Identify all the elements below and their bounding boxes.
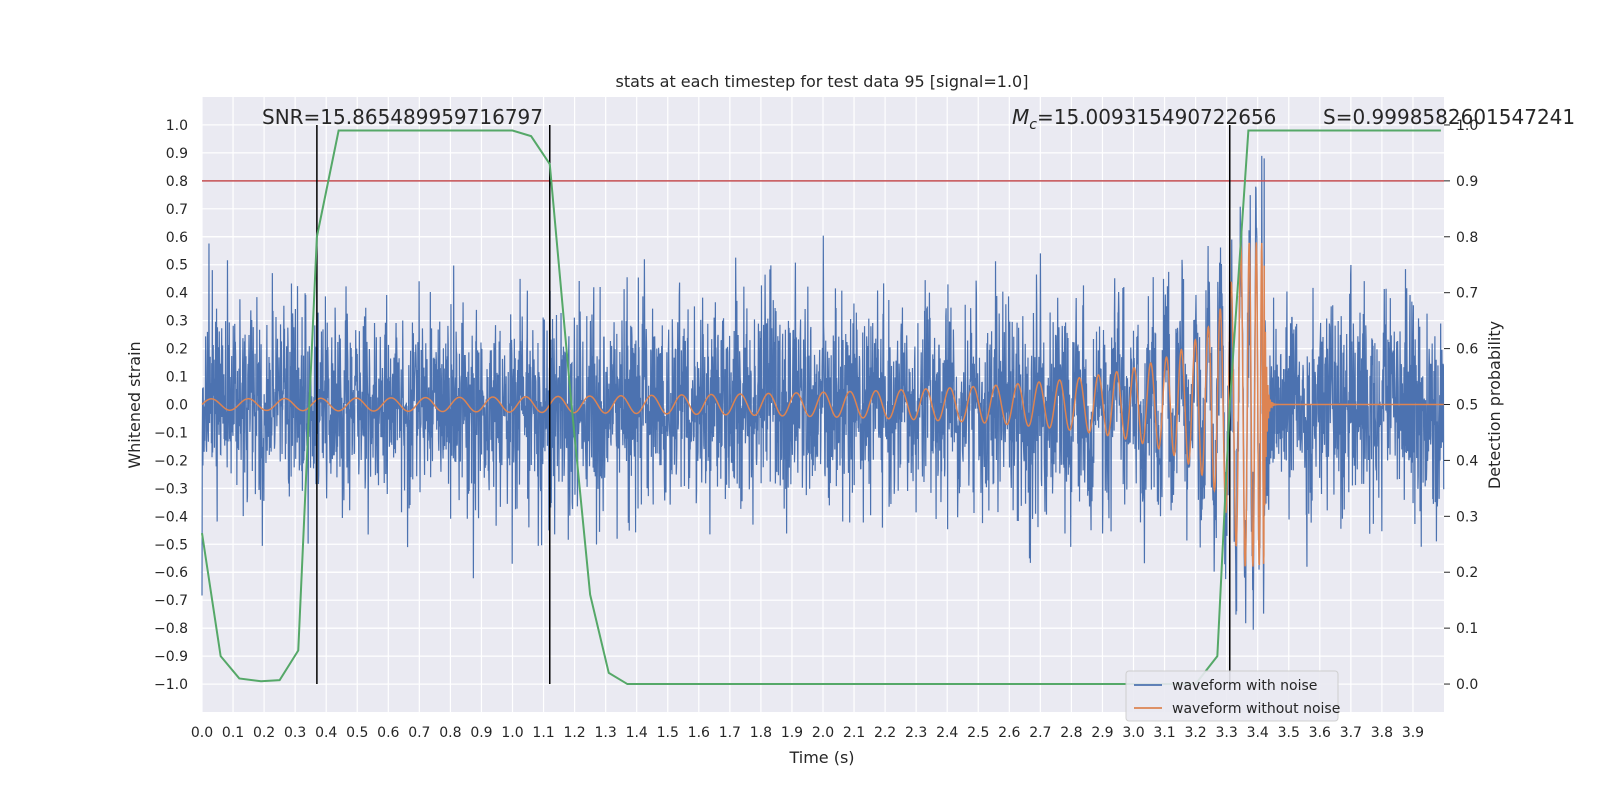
chart-title: stats at each timestep for test data 95 … (616, 72, 1029, 91)
x-tick-label: 2.1 (843, 725, 865, 741)
x-tick-label: 0.2 (253, 725, 275, 741)
y-left-tick-label: 1.0 (166, 118, 188, 134)
x-tick-label: 0.5 (346, 725, 368, 741)
chirp-mass-value: =15.009315490722656 (1037, 105, 1276, 129)
y-right-tick-label: 0.6 (1456, 342, 1478, 358)
chirp-mass-subscript: c (1029, 117, 1037, 133)
x-tick-label: 0.9 (470, 725, 492, 741)
y-left-tick-label: −1.0 (154, 677, 188, 693)
x-tick-label: 2.3 (905, 725, 927, 741)
y-right-tick-label: 0.7 (1456, 286, 1478, 302)
x-tick-label: 1.6 (688, 725, 710, 741)
y-right-tick-label: 0.2 (1456, 565, 1478, 581)
x-tick-label: 0.7 (408, 725, 430, 741)
y-right-tick-label: 0.9 (1456, 174, 1478, 190)
y-left-tick-label: −0.8 (154, 621, 188, 637)
chirp-mass-symbol: M (1012, 105, 1029, 129)
x-tick-label: 2.5 (967, 725, 989, 741)
y-right-tick-label: 0.5 (1456, 398, 1478, 414)
legend-label: waveform with noise (1172, 678, 1317, 694)
y-left-tick-label: 0.3 (166, 314, 188, 330)
y-left-tick-label: −0.6 (154, 565, 188, 581)
x-tick-label: 3.1 (1153, 725, 1175, 741)
y-left-tick-label: −0.2 (154, 453, 188, 469)
x-tick-label: 3.8 (1371, 725, 1393, 741)
y-right-tick-label: 0.3 (1456, 509, 1478, 525)
x-tick-label: 1.2 (563, 725, 585, 741)
x-tick-label: 3.6 (1309, 725, 1331, 741)
x-tick-label: 0.1 (222, 725, 244, 741)
y-left-tick-label: 0.1 (166, 370, 188, 386)
legend-box (1125, 670, 1339, 722)
y-left-tick-label: −0.9 (154, 649, 188, 665)
x-tick-label: 2.8 (1060, 725, 1082, 741)
y-left-tick-label: −0.4 (154, 509, 188, 525)
x-axis-label: Time (s) (788, 748, 854, 767)
y-left-tick-label: 0.4 (166, 286, 188, 302)
y-left-tick-label: 0.6 (166, 230, 188, 246)
x-tick-label: 3.3 (1216, 725, 1238, 741)
x-tick-label: 1.5 (657, 725, 679, 741)
x-tick-label: 3.2 (1184, 725, 1206, 741)
legend-label: waveform without noise (1172, 701, 1340, 717)
y-axis-right-label: Detection probability (1485, 321, 1504, 489)
x-tick-label: 1.1 (532, 725, 554, 741)
y-axis-left-label: Whitened strain (125, 341, 144, 468)
x-tick-label: 1.0 (501, 725, 523, 741)
y-left-tick-label: 0.0 (166, 398, 188, 414)
x-tick-label: 0.6 (377, 725, 399, 741)
y-right-tick-label: 0.1 (1456, 621, 1478, 637)
y-left-tick-label: 0.2 (166, 342, 188, 358)
y-left-tick-label: −0.7 (154, 593, 188, 609)
x-tick-label: 1.4 (626, 725, 648, 741)
x-tick-label: 1.9 (781, 725, 803, 741)
y-left-tick-label: −0.1 (154, 425, 188, 441)
legend: waveform with noise waveform without nois… (1125, 670, 1340, 722)
detection-probability-line (201, 129, 1441, 686)
x-tick-label: 1.7 (719, 725, 741, 741)
series-waveform-without-noise (201, 242, 1444, 567)
x-tick-label: 2.0 (812, 725, 834, 741)
x-tick-label: 3.9 (1402, 725, 1424, 741)
x-tick-label: 1.8 (750, 725, 772, 741)
x-tick-label: 0.3 (284, 725, 306, 741)
x-tick-label: 2.9 (1091, 725, 1113, 741)
waveform-without-noise-line (201, 242, 1444, 567)
snr-annotation: SNR=15.865489959716797 (262, 105, 543, 129)
x-tick-label: 0.4 (315, 725, 337, 741)
y-left-tick-label: −0.5 (154, 537, 188, 553)
x-tick-label: 3.4 (1247, 725, 1269, 741)
y-right-tick-label: 0.0 (1456, 677, 1478, 693)
y-axis-right-ticks: 1.0 0.9 0.8 0.7 0.6 0.5 0.4 0.3 0.2 0.1 0.0 (1444, 118, 1478, 693)
x-tick-label: 3.5 (1278, 725, 1300, 741)
x-tick-label: 0.0 (191, 725, 213, 741)
x-tick-label: 1.3 (595, 725, 617, 741)
x-tick-label: 0.8 (439, 725, 461, 741)
x-tick-label: 2.6 (998, 725, 1020, 741)
y-right-tick-label: 0.4 (1456, 453, 1478, 469)
x-axis-ticks: 0.0 0.1 0.2 0.3 0.4 0.5 0.6 0.7 0.8 0.9 1.0 1.1 1.2 1… (191, 725, 1424, 741)
chirp-mass-annotation: Mc=15.009315490722656 (1012, 105, 1276, 133)
y-right-tick-label: 1.0 (1456, 118, 1478, 134)
x-tick-label: 2.7 (1029, 725, 1051, 741)
x-tick-label: 3.7 (1340, 725, 1362, 741)
y-left-tick-label: 0.7 (166, 202, 188, 218)
y-left-tick-label: 0.8 (166, 174, 188, 190)
s-annotation: S=0.9998582601547241 (1323, 105, 1575, 129)
x-tick-label: 3.0 (1122, 725, 1144, 741)
y-left-tick-label: 0.9 (166, 146, 188, 162)
y-right-tick-label: 0.8 (1456, 230, 1478, 246)
y-axis-left-ticks: 1.0 0.9 0.8 0.7 0.6 0.5 0.4 0.3 0.2 0.1 0.0 −0.1 −0.… (154, 118, 188, 693)
y-left-tick-label: 0.5 (166, 258, 188, 274)
x-tick-label: 2.2 (874, 725, 896, 741)
x-tick-label: 2.4 (936, 725, 958, 741)
series-detection-probability (201, 129, 1441, 686)
y-left-tick-label: −0.3 (154, 481, 188, 497)
